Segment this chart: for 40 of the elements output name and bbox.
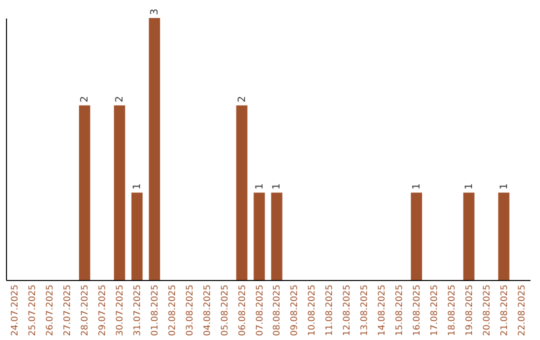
x-tick-label: 10.08.2025: [308, 284, 318, 336]
x-tick-label: 14.08.2025: [378, 284, 388, 336]
data-label: 1: [411, 183, 422, 190]
x-tick-label: 12.08.2025: [342, 284, 353, 336]
x-tick-label: 22.08.2025: [517, 284, 528, 336]
x-tick-label: 08.08.2025: [272, 284, 283, 336]
x-tick-label: 15.08.2025: [395, 284, 405, 336]
x-tick-label: 05.08.2025: [220, 284, 230, 336]
x-tick-label: 27.07.2025: [63, 284, 74, 336]
x-tick-label: 09.08.2025: [290, 284, 300, 336]
x-tick-label: 11.08.2025: [325, 284, 336, 336]
x-tick-label: 31.07.2025: [133, 284, 143, 336]
x-tick-label: 30.07.2025: [116, 284, 126, 336]
x-tick-label: 24.07.2025: [10, 284, 21, 336]
x-tick-label: 16.08.2025: [412, 284, 422, 336]
x-tick-label: 04.08.2025: [202, 284, 213, 336]
data-label: 1: [464, 183, 475, 190]
data-label: 1: [132, 183, 143, 190]
x-tick-label: 07.08.2025: [255, 284, 266, 336]
x-tick-label: 26.07.2025: [46, 284, 56, 336]
data-label: 2: [80, 96, 91, 102]
data-label: 1: [254, 183, 266, 190]
x-tick-label: 29.07.2025: [98, 284, 108, 336]
data-label: 1: [498, 183, 510, 190]
x-tick-label: 01.08.2025: [150, 284, 160, 336]
x-tick-label: 02.08.2025: [168, 284, 178, 336]
x-tick-label: 13.08.2025: [360, 284, 370, 336]
data-label: 3: [149, 8, 160, 15]
x-tick-label: 25.07.2025: [28, 284, 38, 336]
x-tick-label: 21.08.2025: [500, 284, 510, 336]
x-tick-label: 18.08.2025: [447, 284, 458, 336]
x-tick-label: 17.08.2025: [430, 284, 440, 336]
x-tick-label: 19.08.2025: [464, 284, 475, 336]
x-tick-label: 28.07.2025: [80, 284, 91, 336]
data-label: 1: [272, 183, 283, 190]
data-label: 2: [114, 96, 126, 102]
x-tick-label: 06.08.2025: [238, 284, 248, 336]
x-tick-label: 03.08.2025: [185, 284, 196, 336]
data-label: 2: [236, 96, 248, 102]
x-tick-label: 20.08.2025: [482, 284, 492, 336]
